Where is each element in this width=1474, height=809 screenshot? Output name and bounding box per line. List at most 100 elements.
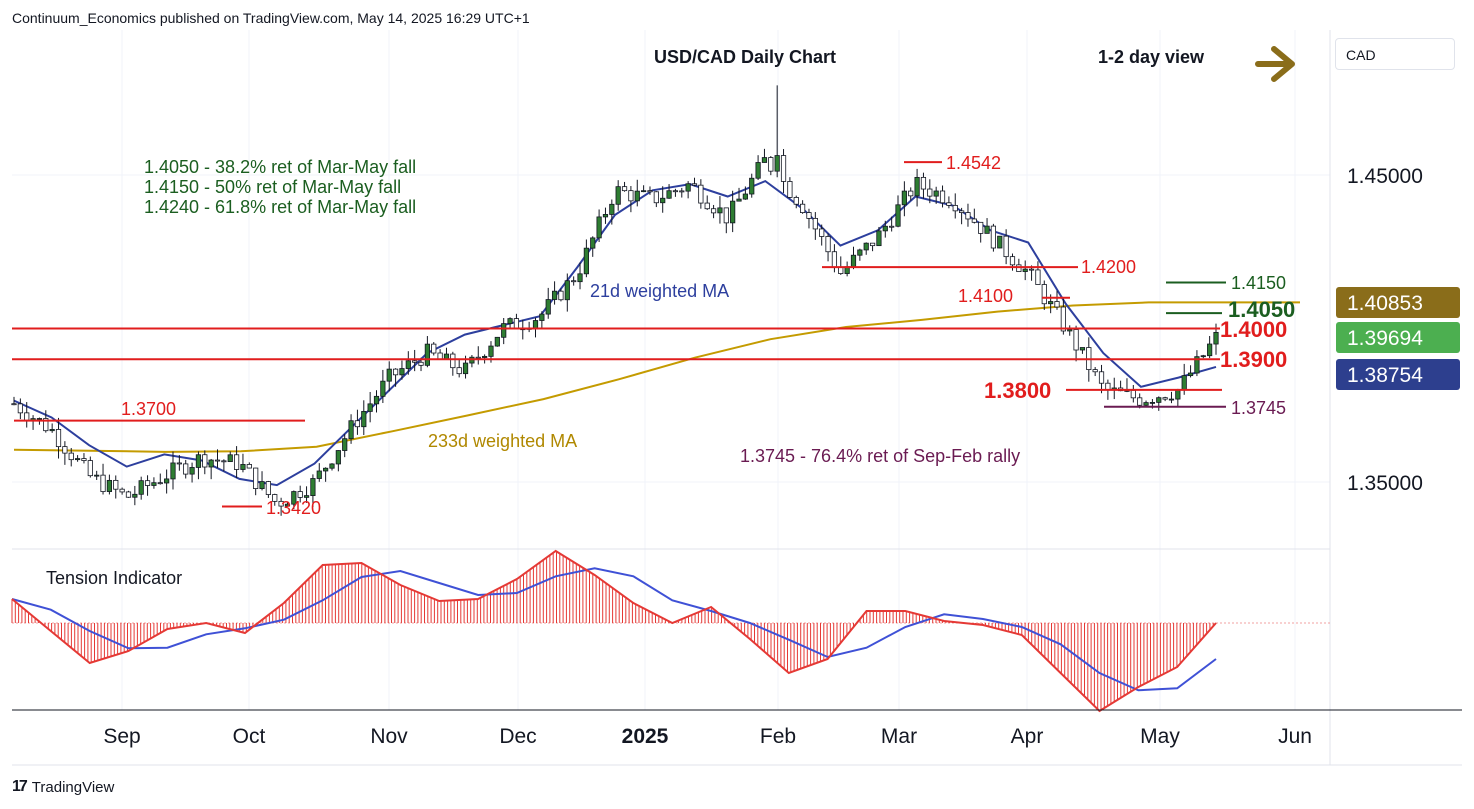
- candlestick-series: [11, 85, 1219, 516]
- fib-sep-feb-label: 1.3745 - 76.4% ret of Sep-Feb rally: [740, 446, 1020, 466]
- level-1-4200: 1.4200: [1081, 257, 1136, 277]
- candle: [399, 360, 405, 380]
- candle: [984, 218, 990, 234]
- fib-line-1: 1.4050 - 38.2% ret of Mar-May fall: [144, 157, 416, 177]
- candle: [672, 188, 679, 197]
- candle: [348, 414, 354, 444]
- candle: [253, 467, 259, 496]
- candle: [927, 179, 933, 204]
- tension-label: Tension Indicator: [46, 568, 182, 588]
- candle: [265, 480, 271, 498]
- candle: [106, 474, 112, 495]
- candle: [100, 463, 106, 495]
- candle: [602, 207, 609, 224]
- candle: [221, 459, 227, 472]
- candle: [316, 463, 322, 482]
- currency-selector[interactable]: CAD: [1335, 38, 1455, 70]
- candle: [507, 317, 513, 329]
- candle: [1200, 354, 1206, 359]
- candle: [195, 451, 202, 480]
- candle: [793, 195, 799, 209]
- candle: [825, 233, 831, 262]
- candle: [1098, 364, 1105, 394]
- candle: [978, 221, 984, 243]
- candle: [74, 455, 81, 462]
- candle: [971, 208, 977, 224]
- candle: [920, 172, 927, 199]
- candle: [1156, 396, 1162, 411]
- candle: [698, 179, 704, 209]
- price-badge-last: 1.39694: [1336, 322, 1460, 353]
- wma21-line: [13, 179, 1217, 487]
- candle: [456, 358, 462, 378]
- level-1-3420: 1.3420: [266, 498, 321, 518]
- candle: [819, 224, 825, 246]
- candle: [291, 490, 297, 510]
- candle: [710, 204, 717, 219]
- level-1-3900: 1.3900: [1220, 347, 1287, 372]
- x-tick-label: Apr: [1011, 725, 1044, 748]
- candle: [208, 458, 214, 480]
- price-badge-wma233: 1.40853: [1336, 287, 1460, 318]
- candle: [1073, 325, 1079, 362]
- candle: [806, 208, 812, 229]
- candle: [933, 186, 939, 204]
- candle: [641, 185, 647, 193]
- candle: [545, 287, 551, 319]
- candle: [373, 390, 380, 413]
- candle: [81, 453, 87, 464]
- candle: [863, 242, 869, 255]
- candle: [431, 342, 437, 356]
- candle: [1092, 367, 1098, 377]
- candle: [736, 187, 742, 202]
- wma233-label: 233d weighted MA: [428, 431, 577, 451]
- candle: [214, 449, 221, 469]
- time-axis: Sep Oct Nov Dec 2025 Feb Mar Apr May Jun: [103, 725, 1312, 748]
- candle: [233, 446, 240, 479]
- y-tick-135: 1.35000: [1347, 472, 1423, 495]
- candle: [685, 181, 691, 199]
- x-tick-label: Dec: [499, 725, 536, 748]
- candle: [526, 321, 532, 333]
- candle: [335, 450, 341, 472]
- candle: [113, 475, 119, 499]
- candle: [1079, 347, 1086, 354]
- candle: [1207, 335, 1213, 359]
- candle: [583, 239, 589, 278]
- candle: [68, 447, 74, 467]
- candle: [997, 235, 1003, 249]
- candle: [30, 415, 36, 430]
- candle: [539, 311, 545, 329]
- candle: [1111, 377, 1117, 400]
- candle: [571, 276, 577, 286]
- candle: [189, 462, 195, 483]
- wma21-label: 21d weighted MA: [590, 281, 729, 301]
- candle: [780, 149, 787, 194]
- candle: [412, 349, 418, 372]
- candle: [443, 347, 450, 360]
- candle: [367, 391, 373, 423]
- candle: [87, 456, 93, 478]
- publisher-header: Continuum_Economics published on Trading…: [12, 10, 530, 26]
- candle: [170, 451, 176, 490]
- candle: [564, 273, 570, 312]
- candle: [342, 434, 348, 458]
- candle: [1035, 261, 1041, 285]
- tradingview-logo[interactable]: 17 TradingView: [12, 778, 114, 796]
- candle: [227, 451, 233, 463]
- candle: [138, 476, 144, 500]
- candle: [691, 177, 698, 187]
- candle: [990, 223, 997, 252]
- candle: [889, 216, 895, 232]
- candle: [838, 256, 844, 275]
- candle: [272, 493, 278, 506]
- candle: [551, 281, 558, 305]
- candle: [1168, 391, 1175, 404]
- y-tick-145: 1.45000: [1347, 165, 1423, 188]
- candle: [297, 485, 303, 503]
- x-tick-label: Nov: [370, 725, 408, 748]
- tradingview-logo-text: TradingView: [31, 778, 115, 796]
- x-tick-label: Mar: [881, 725, 917, 748]
- candle: [176, 455, 182, 471]
